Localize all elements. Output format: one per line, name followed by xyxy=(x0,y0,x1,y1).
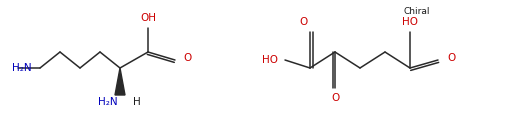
Text: H: H xyxy=(133,97,141,107)
Text: OH: OH xyxy=(140,13,156,23)
Text: HO: HO xyxy=(262,55,278,65)
Text: Chiral: Chiral xyxy=(403,8,430,16)
Polygon shape xyxy=(115,68,125,95)
Text: HO: HO xyxy=(402,17,418,27)
Text: O: O xyxy=(447,53,455,63)
Text: O: O xyxy=(331,93,339,103)
Text: O: O xyxy=(299,17,307,27)
Text: H₂N: H₂N xyxy=(12,63,32,73)
Text: H₂N: H₂N xyxy=(98,97,118,107)
Text: O: O xyxy=(183,53,191,63)
